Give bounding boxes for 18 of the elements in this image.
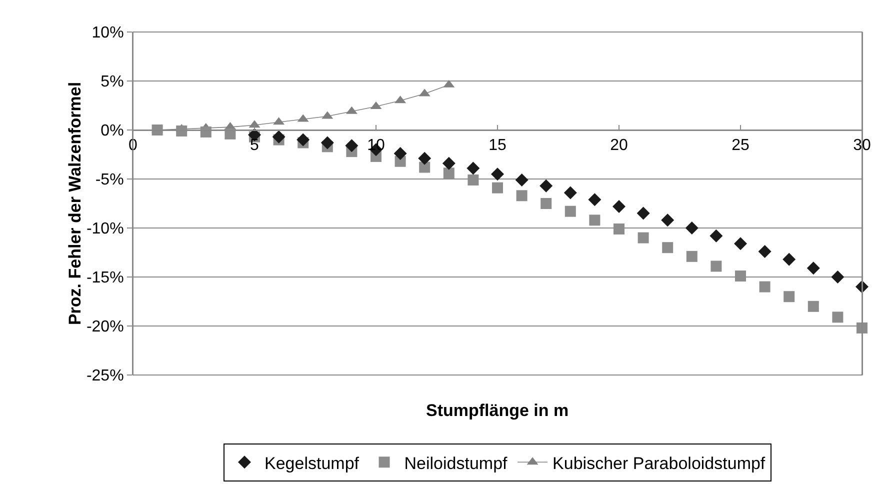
x-tick-label: 20 bbox=[610, 137, 628, 154]
y-axis-title: Proz. Fehler der Walzenformel bbox=[65, 82, 84, 326]
y-tick-label: 10% bbox=[92, 24, 124, 42]
y-tick-label: -5% bbox=[95, 172, 124, 189]
x-tick-label: 15 bbox=[488, 137, 506, 154]
legend-label: Neiloidstumpf bbox=[404, 454, 508, 473]
legend-label: Kegelstumpf bbox=[264, 454, 360, 473]
x-tick-label: 30 bbox=[853, 137, 871, 154]
y-tick-label: -25% bbox=[86, 368, 124, 385]
legend-label: Kubischer Paraboloidstumpf bbox=[552, 454, 766, 473]
y-tick-label: -15% bbox=[86, 270, 124, 287]
y-tick-label: -20% bbox=[86, 318, 124, 336]
y-tick-label: 5% bbox=[100, 74, 124, 91]
y-tick-label: -10% bbox=[86, 220, 124, 238]
x-tick-label: 5 bbox=[250, 137, 260, 154]
x-tick-label: 25 bbox=[732, 137, 750, 154]
y-tick-label: 0% bbox=[100, 122, 124, 140]
x-axis-title: Stumpflänge in m bbox=[426, 401, 569, 420]
